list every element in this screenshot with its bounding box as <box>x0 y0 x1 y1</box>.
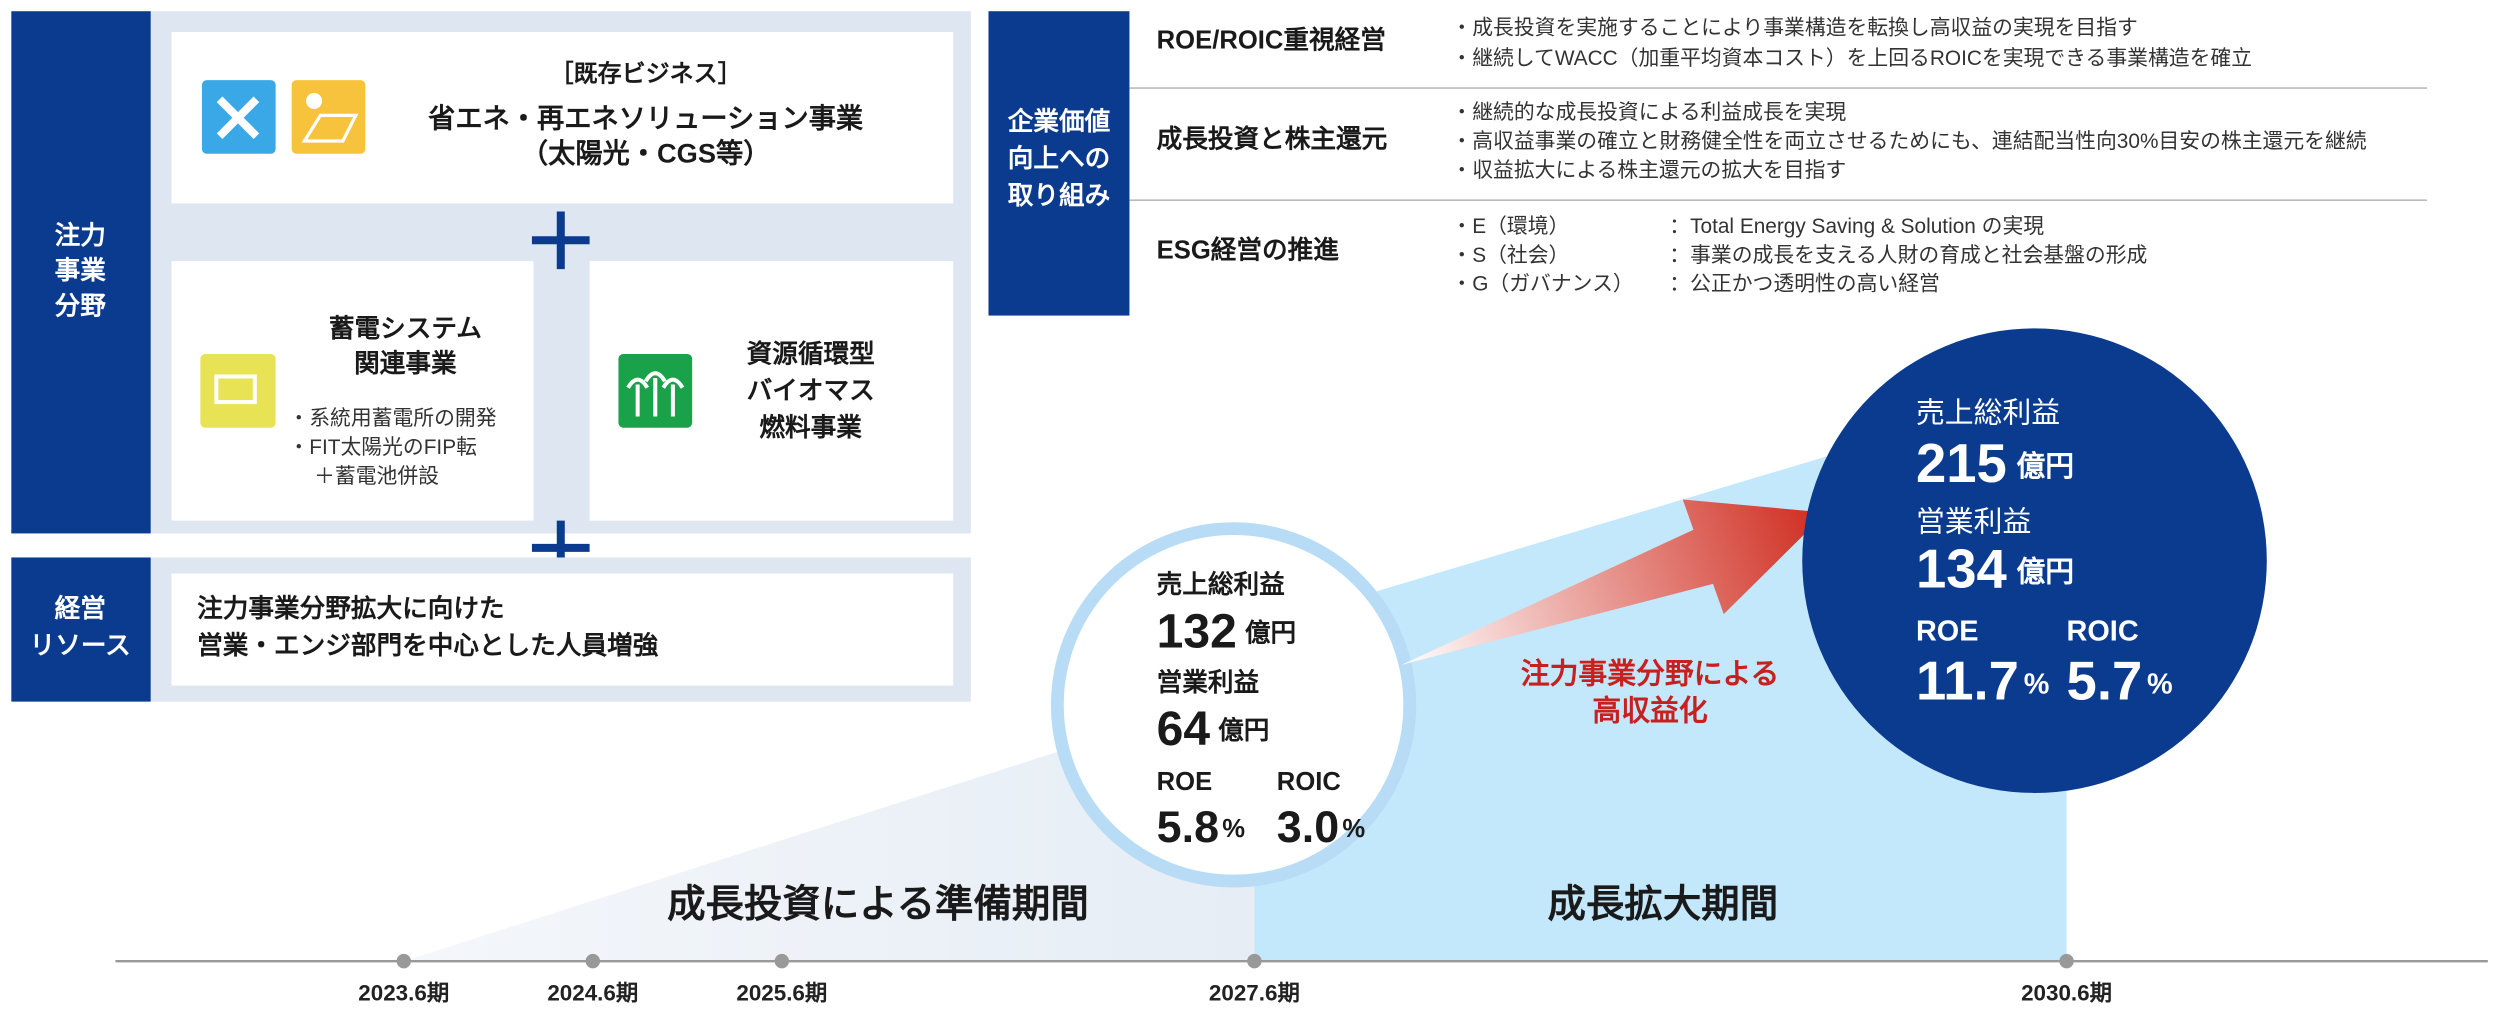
unit: % <box>1342 815 1365 843</box>
tick-dot <box>1247 953 1262 969</box>
current-circle <box>1050 522 1417 888</box>
tick-dot <box>2059 953 2074 969</box>
value: 5.7% <box>2067 651 2173 712</box>
tick-dot <box>585 953 601 969</box>
label: 営業利益 <box>1157 668 1260 697</box>
label: ROIC <box>1277 768 1341 796</box>
plus <box>531 211 590 270</box>
box <box>171 573 954 686</box>
value: 215 億円 <box>1916 433 2074 494</box>
unit: % <box>1222 815 1245 843</box>
number: 134 <box>1916 539 2007 600</box>
title: バイオマス <box>747 377 875 405</box>
icon-glyph <box>626 371 685 417</box>
label: 売上総利益 <box>1157 569 1285 599</box>
bullet: ・高収益事業の確立と財務健全性を両立させるためにも、連結配当性向30%目安の株主… <box>1451 130 2366 153</box>
esg-text: ：事業の成長を支える人財の育成と社会基盤の形成 <box>1669 244 2147 267</box>
title: 資源循環型 <box>747 339 875 368</box>
label: 売上総利益 <box>1916 398 2060 430</box>
heading: リソース <box>30 632 131 660</box>
bullet: ・系統用蓄電所の開発 <box>288 407 496 430</box>
period: 成長投資による準備期間 <box>667 883 1089 926</box>
esg-label: ・S（社会） <box>1451 244 1569 267</box>
value: 134 億円 <box>1916 539 2074 600</box>
target-circle <box>1802 328 2267 793</box>
label: ROE <box>1157 768 1213 796</box>
heading: 分野 <box>55 291 107 320</box>
tick-dot <box>774 953 790 969</box>
heading-box <box>11 557 151 702</box>
value: 11.7% <box>1916 651 2049 712</box>
tick-label: 2030.6期 <box>2021 981 2112 1006</box>
title: 蓄電システム <box>329 314 482 343</box>
tick-label: 2023.6期 <box>358 981 449 1006</box>
number: 5.8 <box>1157 801 1219 852</box>
heading: 向上への <box>1008 144 1111 173</box>
period: 成長拡大期間 <box>1548 883 1779 926</box>
heading-box <box>11 11 151 534</box>
icon-battery <box>200 354 276 428</box>
title: 燃料事業 <box>759 413 862 442</box>
esg-text: ：公正かつ透明性の高い経営 <box>1669 273 1940 296</box>
icon-glyph <box>214 374 257 405</box>
unit: 億円 <box>1218 716 1269 745</box>
heading: 企業価値 <box>1008 106 1111 136</box>
heading: 取り組み <box>1008 180 1111 210</box>
heading: 経営 <box>55 593 106 623</box>
heading-box <box>988 11 1130 316</box>
sub: （太陽光・CGS等） <box>521 138 771 169</box>
number: 215 <box>1916 433 2007 494</box>
tick-label: 2025.6期 <box>736 981 827 1006</box>
tick-label: 2024.6期 <box>547 981 638 1006</box>
row-title: 成長投資と株主還元 <box>1157 125 1388 154</box>
unit: % <box>2024 668 2050 700</box>
icon-glyph <box>216 96 260 139</box>
bullet: ・収益拡大による株主還元の拡大を目指す <box>1451 159 1846 182</box>
title: 関連事業 <box>354 349 457 378</box>
heading: 注力 <box>55 220 106 250</box>
value: 132 億円 <box>1157 605 1296 658</box>
text: 注力事業分野拡大に向けた <box>197 593 505 623</box>
bullet: ・継続的な成長投資による利益成長を実現 <box>1451 101 1846 124</box>
unit: 億円 <box>1245 618 1296 647</box>
value: 5.8% <box>1157 801 1246 852</box>
ticks: 2023.6期 2024.6期 2025.6期 2027.6期 2030.6期 <box>358 953 2112 1006</box>
label: 営業利益 <box>1916 506 2031 538</box>
arrow <box>1401 499 1827 665</box>
tag: ［既存ビジネス］ <box>550 61 742 88</box>
unit: % <box>2147 668 2173 700</box>
arrow-text: 注力事業分野による <box>1521 658 1780 691</box>
esg-label: ・G（ガバナンス） <box>1451 273 1633 296</box>
number: 64 <box>1157 703 1211 756</box>
unit: 億円 <box>2016 556 2074 588</box>
tick-dot <box>396 953 411 969</box>
icon-glyph <box>301 113 359 143</box>
arrow-text: 高収益化 <box>1592 695 1707 727</box>
icon-glyph <box>306 92 323 109</box>
unit: 億円 <box>2016 450 2074 482</box>
bullet: ＋蓄電池併設 <box>314 465 439 488</box>
esg-label: ・E（環境） <box>1451 215 1569 238</box>
tick-label: 2027.6期 <box>1209 981 1300 1006</box>
esg-text: ：Total Energy Saving & Solution の実現 <box>1669 215 2044 238</box>
number: 132 <box>1157 605 1237 658</box>
heading: 事業 <box>55 256 107 285</box>
row-title: ESG経営の推進 <box>1157 234 1340 264</box>
value: 3.0% <box>1277 801 1366 852</box>
value: 64 億円 <box>1157 703 1270 756</box>
bullet: ・FIT太陽光のFIP転 <box>288 436 477 459</box>
bullet: ・継続してWACC（加重平均資本コスト）を上回るROICを実現できる事業構造を確… <box>1451 47 2252 70</box>
text: 営業・エンジ部門を中心とした人員増強 <box>197 631 659 660</box>
label: ROE <box>1916 615 1978 647</box>
bullet: ・成長投資を実施することにより事業構造を転換し高収益の実現を目指す <box>1451 16 2137 39</box>
label: ROIC <box>2067 615 2139 647</box>
number: 3.0 <box>1277 801 1339 852</box>
number: 11.7 <box>1916 651 2019 712</box>
number: 5.7 <box>2067 651 2143 712</box>
row-title: ROE/ROIC重視経営 <box>1157 24 1386 54</box>
title: 省エネ・再エネソリューション事業 <box>428 102 864 133</box>
